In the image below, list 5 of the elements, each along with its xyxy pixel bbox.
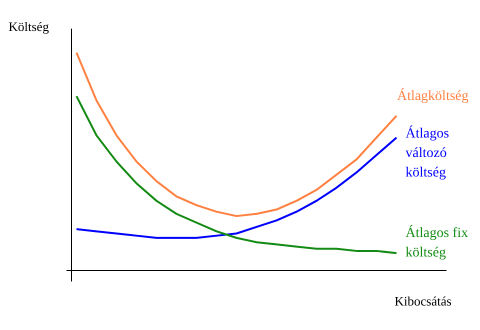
x-axis-title: Kibocsátás [394,294,452,309]
y-axis-title: Költség [8,18,50,34]
series-label: Átlagköltség [396,86,468,104]
series-label: Átlagos fix költség [406,224,468,261]
series-label: Átlagos változó költség [406,124,450,181]
